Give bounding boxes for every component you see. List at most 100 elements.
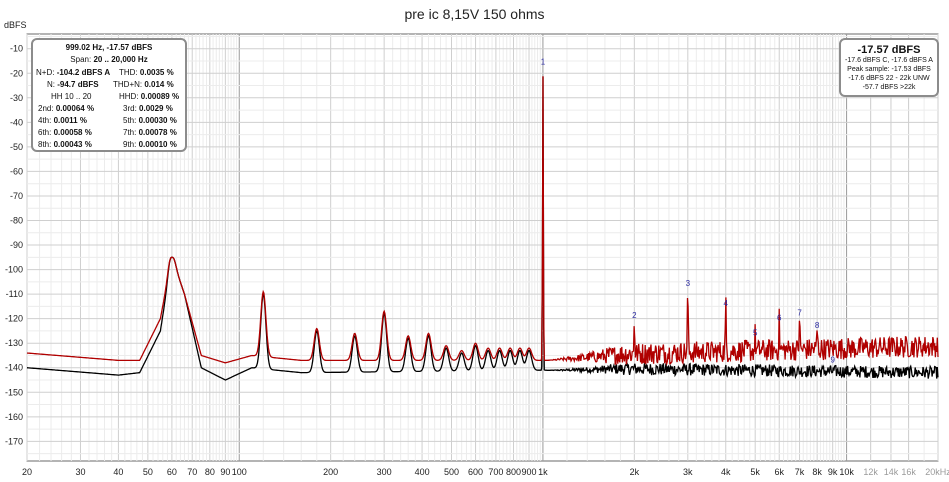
y-tick-label: -90 [10,240,23,250]
info-thd-value: 0.0035 % [139,68,174,77]
harmonic-marker-label: 9 [830,355,835,364]
level-main: -17.57 dBFS [857,44,921,56]
info-hhd-label: HHD: [119,92,139,101]
info-h6: 6th: 0.00058 % [38,128,92,137]
info-h2-label: 2nd: [38,104,54,113]
info-h6-value: 0.00058 % [53,128,92,137]
y-tick-label: -170 [5,436,23,446]
x-tick-label: 50 [143,467,153,477]
x-tick-label: 20kHz [925,467,949,477]
x-tick-label: 12k [863,467,878,477]
distortion-info-panel: 999.02 Hz, -17.57 dBFS Span: 20 .. 20,00… [31,38,187,152]
harmonic-marker-label: 5 [753,328,758,337]
level-readout-panel: -17.57 dBFS -17.6 dBFS C, -17.6 dBFS A P… [839,38,939,97]
x-tick-label: 6k [774,467,784,477]
x-tick-label: 9k [828,467,838,477]
y-tick-label: -140 [5,363,23,373]
x-tick-label: 14k [884,467,899,477]
info-h8-value: 0.00043 % [53,140,92,149]
x-tick-label: 200 [323,467,338,477]
x-tick-label: 30 [75,467,85,477]
y-tick-label: -30 [10,93,23,103]
x-tick-label: 7k [795,467,805,477]
y-tick-label: -160 [5,412,23,422]
y-tick-label: -10 [10,44,23,54]
info-h7-value: 0.00078 % [138,128,177,137]
info-h5-value: 0.00030 % [138,116,177,125]
y-tick-label: -70 [10,191,23,201]
harmonic-marker-label: 6 [777,314,782,323]
info-thd: THD: 0.0035 % [119,68,174,77]
info-h5-label: 5th: [123,116,137,125]
info-thd-label: THD: [119,68,138,77]
chart-title: pre ic 8,15V 150 ohms [404,6,545,22]
info-thdn-label: THD+N: [113,80,143,89]
info-h2: 2nd: 0.00064 % [38,104,94,113]
harmonic-marker-label: 1 [541,57,546,66]
info-h8: 8th: 0.00043 % [38,140,92,149]
info-h4: 4th: 0.0011 % [38,116,87,125]
info-n-label: N: [47,80,55,89]
x-tick-label: 900 [522,467,537,477]
info-h4-label: 4th: [38,116,52,125]
harmonic-marker-label: 3 [686,279,691,288]
info-thdn: THD+N: 0.014 % [113,80,174,89]
info-h3: 3rd: 0.0029 % [123,104,173,113]
y-tick-label: -100 [5,265,23,275]
info-frequency: 999.02 Hz, -17.57 dBFS [65,43,153,52]
x-tick-label: 700 [488,467,503,477]
harmonic-marker-label: 2 [632,311,637,320]
info-h5: 5th: 0.00030 % [123,116,177,125]
x-tick-label: 600 [468,467,483,477]
y-tick-label: -50 [10,142,23,152]
info-hh-label: HH 10 .. 20 [51,92,92,101]
info-h9-value: 0.00010 % [138,140,177,149]
info-nd-value: -104.2 dBFS A [56,68,111,77]
info-h3-label: 3rd: [123,104,137,113]
level-line-1: -17.6 dBFS C, -17.6 dBFS A [845,57,933,64]
x-tick-label: 100 [232,467,247,477]
y-tick-label: -60 [10,166,23,176]
x-tick-label: 3k [683,467,693,477]
x-tick-label: 70 [187,467,197,477]
info-h2-value: 0.00064 % [55,104,95,113]
x-tick-label: 60 [167,467,177,477]
info-span-value: 20 .. 20,000 Hz [93,55,148,64]
x-tick-label: 300 [377,467,392,477]
y-tick-label: -130 [5,338,23,348]
x-tick-label: 80 [205,467,215,477]
x-tick-label: 10k [839,467,854,477]
info-nd: N+D: -104.2 dBFS A [36,68,110,77]
info-span: Span: 20 .. 20,000 Hz [33,55,185,64]
info-h6-label: 6th: [38,128,52,137]
x-tick-label: 400 [415,467,430,477]
x-tick-label: 500 [444,467,459,477]
y-tick-label: -150 [5,387,23,397]
y-tick-label: -80 [10,216,23,226]
y-axis-label: dBFS [4,20,27,30]
level-line-2: Peak sample: -17.53 dBFS [847,66,931,73]
info-thdn-value: 0.014 % [144,80,174,89]
x-tick-label: 16k [901,467,916,477]
info-n-value: -94.7 dBFS [57,80,99,89]
spectrum-trace [26,76,939,366]
info-h7: 7th: 0.00078 % [123,128,177,137]
info-h8-label: 8th: [38,140,52,149]
info-h4-value: 0.0011 % [53,116,87,125]
x-tick-label: 5k [750,467,760,477]
x-tick-label: 2k [630,467,640,477]
y-tick-label: -110 [6,289,23,299]
info-span-label: Span: [70,55,92,64]
x-tick-label: 1k [538,467,548,477]
info-h9: 9th: 0.00010 % [123,140,177,149]
x-tick-label: 90 [220,467,230,477]
level-line-4: -57.7 dBFS >22k [862,84,916,91]
x-tick-label: 20 [22,467,32,477]
harmonic-marker-label: 8 [815,321,820,330]
info-nd-label: N+D: [36,68,55,77]
x-tick-label: 800 [506,467,521,477]
info-h7-label: 7th: [123,128,137,137]
x-tick-label: 40 [113,467,123,477]
y-tick-label: -40 [10,117,23,127]
info-n: N: -94.7 dBFS [47,80,99,89]
